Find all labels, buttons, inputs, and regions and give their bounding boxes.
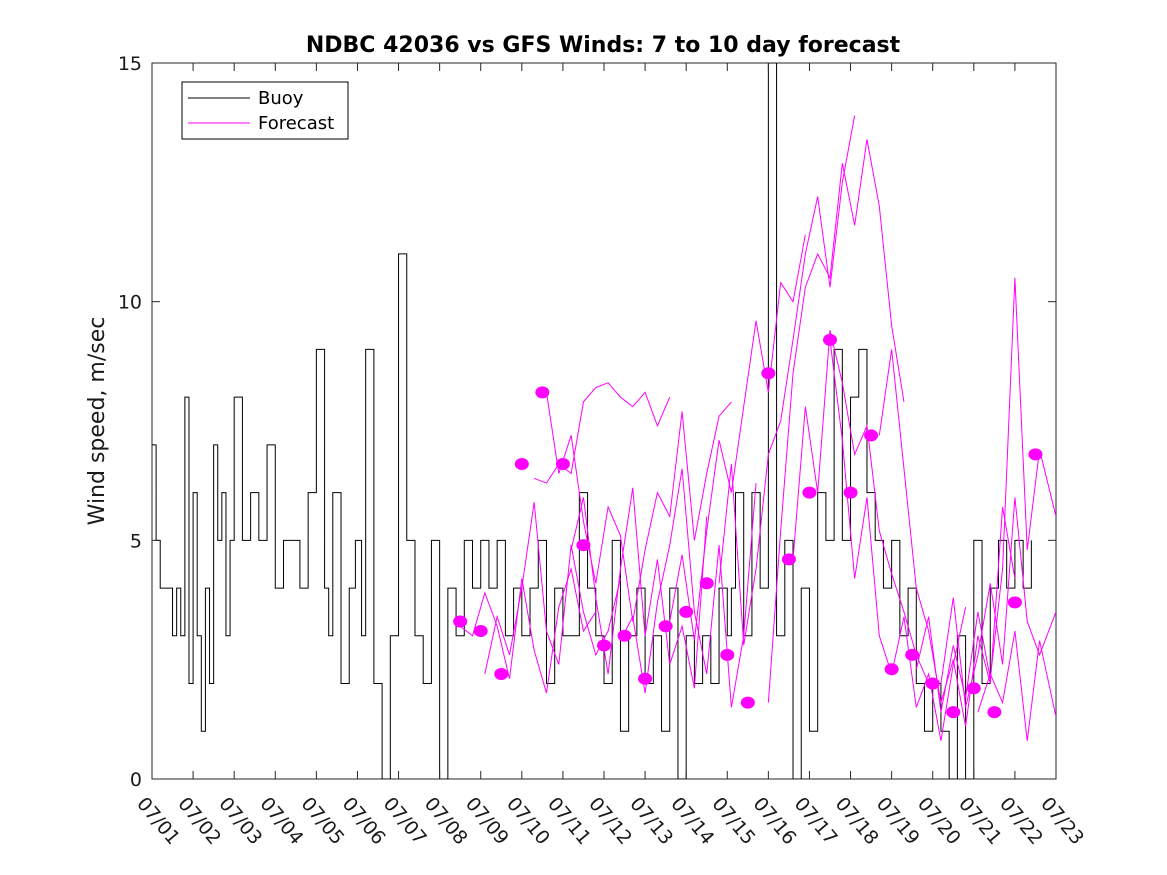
forecast-marker [638, 672, 653, 685]
y-tick-label: 5 [130, 530, 142, 552]
y-axis-label: Wind speed, m/sec [85, 317, 110, 526]
x-tick-label: 07/22 [995, 793, 1047, 849]
forecast-marker [925, 677, 940, 690]
forecast-marker [864, 429, 879, 442]
x-tick-label: 07/03 [214, 793, 266, 849]
forecast-marker [1028, 448, 1043, 461]
forecast-marker [473, 625, 488, 638]
forecast-series-line [533, 382, 671, 484]
forecast-marker [946, 706, 961, 719]
plot-area [151, 62, 1057, 780]
forecast-series-line [767, 139, 905, 703]
forecast-series-line [570, 487, 708, 689]
x-tick-label: 07/17 [790, 793, 842, 849]
forecast-marker [699, 577, 714, 590]
x-tick-label: 07/19 [872, 793, 924, 849]
x-tick-label: 07/20 [913, 793, 965, 849]
y-tick-label: 10 [118, 292, 142, 314]
forecast-marker [802, 486, 817, 499]
forecast-marker [884, 663, 899, 676]
forecast-marker [781, 553, 796, 566]
forecast-series-line [977, 630, 1056, 741]
forecast-marker [597, 639, 611, 652]
forecast-series-line [792, 330, 930, 684]
chart-title: NDBC 42036 vs GFS Winds: 7 to 10 day for… [306, 33, 901, 58]
forecast-marker [535, 386, 550, 399]
x-tick-label: 07/07 [379, 793, 431, 849]
x-tick-label: 07/04 [255, 793, 307, 849]
x-tick-label: 07/06 [338, 793, 390, 849]
forecast-series-line [878, 349, 1016, 727]
data-layer [152, 63, 1056, 779]
forecast-series-line [940, 497, 1056, 708]
forecast-series-line [669, 234, 806, 641]
forecast-marker [1007, 596, 1022, 609]
forecast-marker [987, 706, 1002, 719]
x-tick-label: 07/05 [297, 793, 349, 849]
forecast-marker [453, 615, 468, 628]
x-tick-label: 07/11 [543, 793, 595, 849]
forecast-series-line [459, 566, 597, 694]
y-tick-label: 15 [118, 53, 142, 75]
x-tick-label: 07/01 [132, 793, 184, 849]
x-tick-label: 07/21 [954, 793, 1006, 849]
y-tick-label: 0 [130, 769, 142, 791]
x-tick-label: 07/23 [1036, 793, 1088, 849]
forecast-marker [679, 605, 694, 618]
forecast-marker [823, 333, 837, 346]
forecast-marker [658, 620, 673, 633]
legend-buoy-label: Buoy [258, 88, 304, 109]
forecast-series-line [915, 277, 1056, 713]
forecast-series-line [718, 115, 856, 646]
forecast-marker [576, 539, 591, 552]
forecast-marker [617, 629, 632, 642]
x-tick-label: 07/13 [625, 793, 677, 849]
x-tick-label: 07/09 [461, 793, 513, 849]
legend: Buoy Forecast [181, 81, 349, 140]
forecast-marker [555, 457, 570, 470]
x-tick-label: 07/15 [707, 793, 759, 849]
forecast-marker [740, 696, 755, 709]
forecast-series-line [484, 502, 621, 675]
forecast-marker [843, 486, 858, 499]
x-tick-label: 07/16 [749, 793, 801, 849]
forecast-marker [761, 367, 776, 380]
x-tick-label: 07/12 [584, 793, 636, 849]
forecast-marker [905, 648, 920, 661]
x-tick-label: 07/10 [502, 793, 554, 849]
legend-box [181, 81, 349, 140]
forecast-marker [514, 457, 529, 470]
forecast-series-line [545, 392, 732, 622]
forecast-marker [494, 667, 509, 680]
forecast-series-line [829, 339, 967, 741]
x-tick-label: 07/08 [420, 793, 472, 849]
x-tick-label: 07/02 [173, 793, 225, 849]
forecast-marker [720, 648, 735, 661]
x-tick-label: 07/14 [666, 793, 718, 849]
forecast-marker [966, 682, 981, 695]
y-axis-ticks: 0 5 10 15 [118, 53, 1056, 791]
legend-forecast-label: Forecast [258, 113, 334, 134]
x-tick-label: 07/18 [831, 793, 883, 849]
